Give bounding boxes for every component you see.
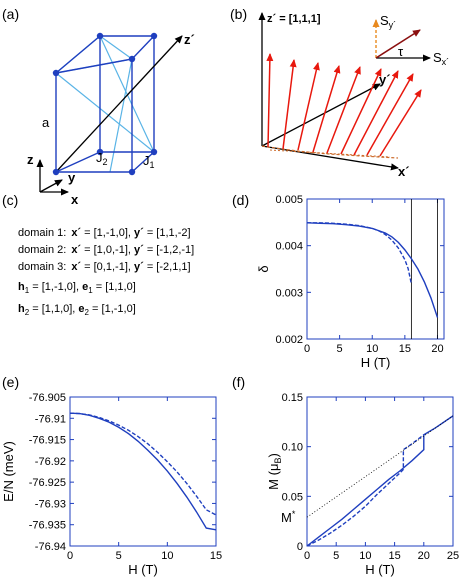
x-tick-label: 0 <box>304 343 310 355</box>
tau-arrow <box>375 29 421 59</box>
panel-a-label: (a) <box>2 6 19 22</box>
cube <box>55 35 155 173</box>
spin-arrows <box>266 53 422 157</box>
z-axis-label: z <box>27 152 34 167</box>
plot-frame <box>69 396 217 547</box>
chart-e: (e) 0 5 10 15 -76.905 -76.91 -76.915 -76.92 -76.9… <box>1 374 222 577</box>
panel-a: (a) z´ <box>2 6 195 207</box>
x-tick-label: 5 <box>337 343 343 355</box>
y-tick-label: 0.005 <box>275 194 303 206</box>
series-dashed-line <box>69 412 217 516</box>
x-tick-label: 20 <box>418 550 430 562</box>
zprime-axis-label: z´ <box>184 32 195 47</box>
series-dashed-line <box>307 222 413 285</box>
series-solid-line <box>306 415 454 547</box>
panel-e-label: (e) <box>2 374 19 390</box>
y-tick-label: -76.94 <box>35 541 66 553</box>
x-tick-label: 5 <box>333 550 339 562</box>
x-axis-title: H (T) <box>361 355 391 370</box>
y-tick-label: 0 <box>297 541 303 553</box>
m-star-annotation: M* <box>281 509 296 525</box>
panel-d-label: (d) <box>232 192 249 208</box>
plot-frame <box>306 198 445 340</box>
series-solid-line <box>306 222 439 318</box>
y-tick-label: -76.925 <box>29 477 66 489</box>
plot-frame <box>306 396 454 547</box>
x-tick-label: 10 <box>366 343 378 355</box>
y-tick-label: 0.15 <box>282 392 303 404</box>
coupling-j1-label: J1 <box>143 153 155 170</box>
coupling-j2-label: J2 <box>96 150 108 167</box>
x-axis-label: x <box>71 192 79 207</box>
sy-label: Sy´ <box>380 13 396 30</box>
x-axis-title: H (T) <box>365 562 395 577</box>
y-axis-title: E/N (meV) <box>1 441 16 502</box>
x-tick-label: 0 <box>304 550 310 562</box>
x-tick-label: 20 <box>431 343 443 355</box>
spin-base-trace <box>261 145 399 159</box>
panel-c: (c) domain 1: x´ = [1,-1,0], y´ = [1,1,-2… <box>2 192 194 317</box>
panel-b-label: (b) <box>230 6 247 22</box>
series-dashed-line <box>306 434 425 547</box>
x-tick-label: 25 <box>447 550 459 562</box>
y-axis-arrow <box>39 179 63 193</box>
y-tick-label: -76.92 <box>35 456 66 468</box>
y-tick-label: 0.004 <box>275 241 303 253</box>
x-tick-label: 10 <box>359 550 371 562</box>
tau-label: τ <box>398 44 404 59</box>
b-xprime-axis-label: x´ <box>398 164 410 179</box>
chart-f: (f) 0 5 10 15 20 25 0 0.05 0.10 0.15 H (T) M (μB) M* <box>232 374 459 577</box>
h2-e2-line: h2 = [1,1,0], e2 = [1,-1,0] <box>18 303 136 317</box>
y-axis-label: y <box>68 170 76 185</box>
x-tick-label: 0 <box>67 550 73 562</box>
x-tick-label: 5 <box>116 550 122 562</box>
y-tick-label: -76.915 <box>29 435 66 447</box>
lattice-constant-label: a <box>42 115 50 130</box>
series-solid-line <box>69 412 217 531</box>
sx-label: Sx´ <box>433 50 449 67</box>
h1-e1-line: h1 = [1,-1,0], e1 = [1,1,0] <box>18 281 136 295</box>
x-axis-title: H (T) <box>128 562 158 577</box>
y-axis-title: δ <box>256 265 271 272</box>
domain-3-line: domain 3: x´ = [0,1,-1], y´ = [-2,1,1] <box>18 261 191 273</box>
panel-c-label: (c) <box>2 192 18 208</box>
b-yprime-axis-arrow <box>261 83 381 147</box>
cube-nodes <box>52 32 158 176</box>
panel-f-label: (f) <box>232 374 245 390</box>
domain-2-line: domain 2: x´ = [1,0,-1], y´ = [-1,2,-1] <box>18 244 194 256</box>
b-zprime-axis-label: z´ = [1,1,1] <box>267 13 321 25</box>
domain-1-line: domain 1: x´ = [1,-1,0], y´ = [1,1,-2] <box>18 227 191 239</box>
y-tick-label: 0.002 <box>275 334 303 346</box>
y-axis-title: M (μB) <box>266 453 283 490</box>
chart-d: (d) 0 5 10 15 20 0.002 0.003 0.004 0.005 H (T) δ <box>232 192 445 370</box>
y-tick-label: 0.10 <box>282 442 303 454</box>
x-tick-label: 15 <box>399 343 411 355</box>
b-yprime-axis-label: y´ <box>379 72 391 87</box>
y-tick-label: -76.91 <box>35 413 66 425</box>
y-tick-label: 0.003 <box>275 287 303 299</box>
x-tick-label: 15 <box>210 550 222 562</box>
y-tick-label: 0.05 <box>282 491 303 503</box>
spin-base-trace-2 <box>269 149 391 158</box>
y-tick-label: -76.905 <box>29 392 66 404</box>
x-tick-label: 15 <box>388 550 400 562</box>
y-tick-label: -76.935 <box>29 520 66 532</box>
y-tick-label: -76.93 <box>35 498 66 510</box>
zprime-axis-arrow <box>55 35 183 173</box>
panel-b: (b) z´ = [1,1,1] x´ y´ Sy´ Sx´ <box>230 6 449 179</box>
x-tick-label: 10 <box>161 550 173 562</box>
